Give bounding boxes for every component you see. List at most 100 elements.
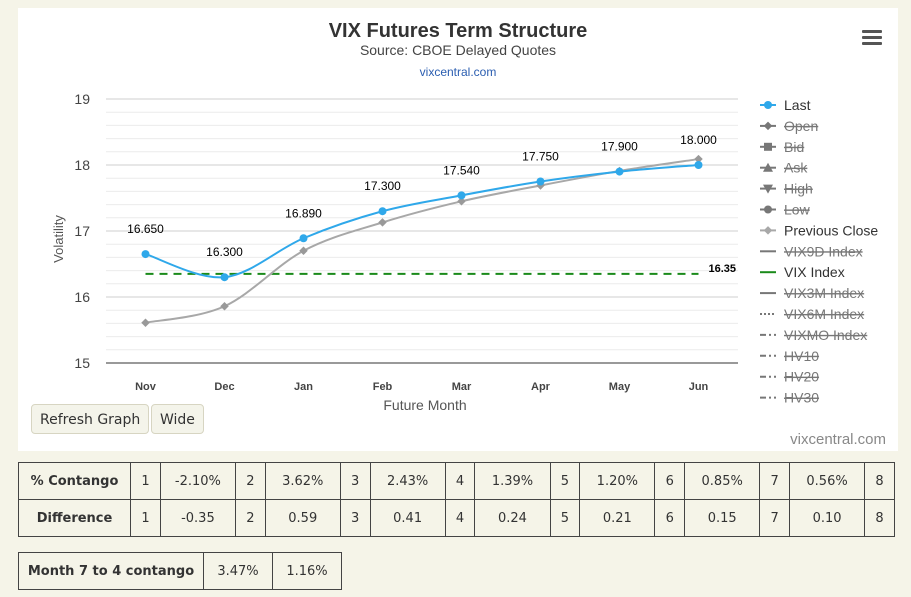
month-index-cell: 8 (864, 499, 895, 537)
refresh-graph-button[interactable]: Refresh Graph (31, 404, 150, 434)
legend-label: VIX Index (784, 264, 845, 280)
value-cell: -2.10% (159, 462, 236, 500)
y-axis-label: Volatility (51, 215, 66, 263)
x-tick-label: Apr (531, 381, 551, 393)
legend-item[interactable]: Low (760, 202, 811, 218)
x-axis-label: Future Month (383, 397, 466, 413)
legend-item[interactable]: VIX3M Index (760, 285, 864, 301)
hamburger-icon[interactable] (862, 30, 882, 46)
legend-marker (763, 162, 773, 172)
legend-item[interactable]: Open (760, 118, 818, 134)
chart-title: VIX Futures Term Structure (328, 20, 588, 42)
x-tick-label: Feb (373, 381, 393, 393)
month-index-cell: 3 (339, 462, 371, 500)
legend-item[interactable]: Bid (760, 139, 804, 155)
last-line (145, 164, 699, 279)
legend-label: HV10 (784, 348, 819, 364)
value-cell: 3.62% (264, 462, 341, 500)
table-row: Difference 1 -0.35 2 0.59 3 0.41 4 0.24 5 0.21 6 0.1… (17, 499, 895, 537)
legend-label: VIX6M Index (784, 306, 864, 322)
last-point (299, 234, 308, 243)
legend-item[interactable]: HV10 (760, 348, 819, 364)
legend-item[interactable]: VIX6M Index (760, 306, 864, 322)
month-index-cell: 3 (339, 499, 371, 537)
month-index-cell: 4 (444, 462, 476, 500)
legend-item[interactable]: HV30 (760, 390, 819, 406)
value-cell: 0.59 (264, 499, 341, 537)
previous-close-point (220, 301, 229, 311)
source-link[interactable]: vixcentral.com (419, 65, 497, 79)
x-tick-label: Mar (452, 381, 472, 393)
chart-subtitle: Source: CBOE Delayed Quotes (359, 42, 557, 58)
y-tick-label: 15 (74, 355, 90, 371)
month-index-cell: 5 (549, 462, 581, 500)
value-cell: 0.85% (684, 462, 761, 500)
legend-label: Bid (784, 139, 804, 155)
legend-item[interactable]: Previous Close (760, 222, 878, 238)
legend-label: VIX3M Index (784, 285, 864, 301)
last-data-label: 17.540 (443, 163, 480, 177)
legend-item[interactable]: Ask (760, 160, 808, 176)
month-index-cell: 2 (234, 499, 266, 537)
month-index-cell: 6 (654, 462, 686, 500)
month-contango-value-2: 1.16% (272, 552, 342, 590)
legend-marker (764, 205, 772, 214)
x-tick-label: Jun (689, 381, 709, 393)
value-cell: -0.35 (159, 499, 236, 537)
value-cell: 1.39% (474, 462, 551, 500)
table-row: % Contango 1 -2.10% 2 3.62% 3 2.43% 4 1.39% 5 1.20… (17, 462, 895, 500)
last-point (536, 177, 545, 186)
month-contango-value-1: 3.47% (203, 552, 273, 590)
value-cell: 0.15 (684, 499, 761, 537)
legend-label: Open (784, 118, 818, 134)
value-cell: 2.43% (369, 462, 446, 500)
legend-item[interactable]: VIX9D Index (760, 243, 863, 259)
contango-table: % Contango 1 -2.10% 2 3.62% 3 2.43% 4 1.39% 5 1.20… (17, 462, 895, 537)
month-index-cell: 2 (234, 462, 266, 500)
y-tick-label: 19 (74, 91, 90, 107)
value-cell: 0.10 (789, 499, 866, 537)
last-data-label: 18.000 (680, 133, 717, 147)
value-cell: 0.56% (789, 462, 866, 500)
legend-item[interactable]: HV20 (760, 369, 819, 385)
previous-close-line (145, 158, 699, 324)
value-cell: 0.21 (579, 499, 656, 537)
last-data-label: 16.300 (206, 245, 243, 259)
last-data-label: 16.890 (285, 206, 322, 220)
value-cell: 0.41 (369, 499, 446, 537)
chart-svg: 15 16 17 18 19 Nov Dec Jan Feb Mar Apr May Jun Vola… (51, 91, 878, 413)
legend-item[interactable]: VIX Index (760, 264, 845, 280)
y-tick-label: 16 (74, 289, 90, 305)
month-contango-label: Month 7 to 4 contango (18, 552, 204, 590)
legend-marker (763, 184, 773, 194)
row-header: % Contango (17, 462, 132, 500)
last-point (694, 161, 703, 169)
month-index-cell: 1 (130, 499, 161, 537)
last-point (378, 207, 387, 216)
legend-label: Ask (784, 160, 808, 176)
legend-item[interactable]: High (760, 181, 813, 197)
last-point (457, 191, 466, 200)
month-index-cell: 7 (759, 499, 791, 537)
last-data-label: 17.900 (601, 140, 638, 154)
x-tick-label: Dec (214, 381, 234, 393)
legend-item[interactable]: Last (760, 97, 811, 113)
wide-button[interactable]: Wide (151, 404, 204, 434)
month-index-cell: 6 (654, 499, 686, 537)
previous-close-point (378, 218, 387, 227)
legend-item[interactable]: VIXMO Index (760, 327, 867, 343)
previous-close-point (299, 246, 308, 256)
legend-label: VIX9D Index (784, 243, 863, 259)
last-point (615, 167, 624, 176)
legend-label: Low (784, 202, 811, 218)
last-data-label: 17.300 (364, 179, 401, 193)
x-tick-label: May (609, 381, 631, 393)
legend-label: HV30 (784, 390, 819, 406)
legend-label: VIXMO Index (784, 327, 867, 343)
legend-label: Last (784, 97, 811, 113)
value-cell: 0.24 (474, 499, 551, 537)
legend-label: Previous Close (784, 222, 878, 238)
chart-card: VIX Futures Term Structure Source: CBOE … (18, 8, 898, 451)
last-data-label: 17.750 (522, 150, 559, 164)
previous-close-point (141, 318, 150, 327)
